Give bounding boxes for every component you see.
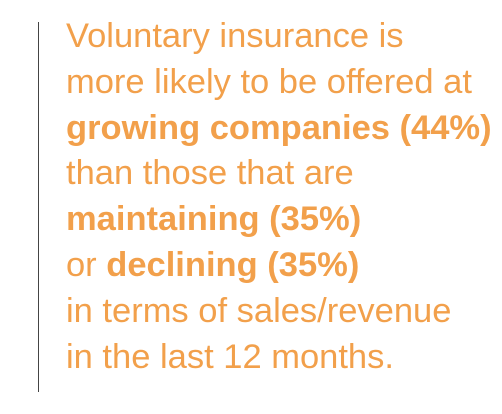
- callout-text-segment: than those that are: [66, 154, 354, 193]
- callout-emphasis-declining: declining (35%): [106, 245, 360, 284]
- callout-line: in terms of sales/revenue: [66, 289, 496, 335]
- vertical-divider-line: [38, 22, 39, 392]
- callout-text-segment: in the last 12 months.: [66, 337, 394, 376]
- callout-text: Voluntary insurance is more likely to be…: [66, 14, 496, 380]
- callout-line: more likely to be offered at: [66, 60, 496, 106]
- callout-emphasis-maintaining: maintaining (35%): [66, 200, 362, 239]
- callout-text-segment: more likely to be offered at: [66, 62, 472, 101]
- callout-line: growing companies (44%): [66, 106, 496, 152]
- callout-line: Voluntary insurance is: [66, 14, 496, 60]
- callout-line: or declining (35%): [66, 243, 496, 289]
- callout-line: than those that are: [66, 151, 496, 197]
- callout-text-segment: Voluntary insurance is: [66, 17, 404, 55]
- callout-line: maintaining (35%): [66, 197, 496, 243]
- callout-text-segment: in terms of sales/revenue: [66, 291, 452, 330]
- callout-line: in the last 12 months.: [66, 335, 496, 381]
- callout-emphasis-growing: growing companies (44%): [66, 108, 492, 147]
- callout-text-segment: or: [66, 245, 107, 284]
